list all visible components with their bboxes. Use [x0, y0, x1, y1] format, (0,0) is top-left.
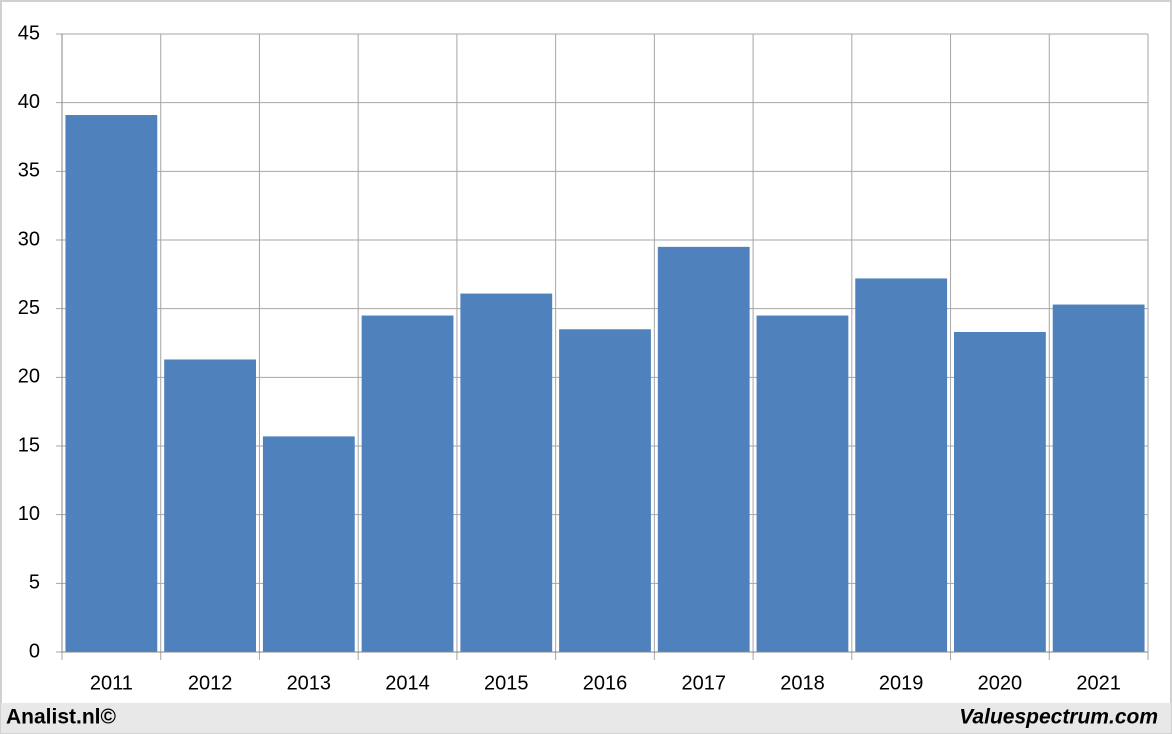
x-tick-label: 2017 [681, 672, 726, 694]
x-tick-label: 2021 [1076, 672, 1121, 694]
bar [65, 115, 158, 652]
x-tick-label: 2014 [385, 672, 430, 694]
bar [657, 246, 750, 652]
x-tick-label: 2013 [287, 672, 332, 694]
bar [756, 315, 849, 652]
bar [164, 359, 256, 652]
x-tick-label: 2020 [978, 672, 1023, 694]
y-tick-label: 30 [18, 228, 40, 250]
x-tick-label: 2019 [879, 672, 924, 694]
y-tick-label: 35 [18, 160, 40, 182]
x-tick-label: 2018 [780, 672, 825, 694]
bar [559, 329, 651, 652]
y-tick-label: 45 [18, 22, 40, 44]
y-tick-label: 25 [18, 297, 40, 319]
y-tick-label: 20 [18, 366, 40, 388]
bar [262, 436, 355, 652]
x-tick-label: 2012 [188, 672, 233, 694]
bar [954, 332, 1046, 652]
bar [1052, 304, 1145, 652]
y-tick-label: 15 [18, 434, 40, 456]
footer-left: Analist.nl© [6, 706, 117, 729]
y-tick-label: 40 [18, 91, 40, 113]
bar [855, 278, 948, 652]
y-tick-label: 0 [29, 640, 40, 662]
x-tick-label: 2011 [90, 672, 133, 694]
bar [361, 315, 454, 652]
footer-band [1, 703, 1171, 733]
y-tick-label: 10 [18, 503, 40, 525]
bar [460, 293, 553, 652]
footer-right: Valuespectrum.com [959, 706, 1158, 729]
x-tick-label: 2016 [583, 672, 628, 694]
x-tick-label: 2015 [484, 672, 529, 694]
y-tick-label: 5 [29, 572, 40, 594]
